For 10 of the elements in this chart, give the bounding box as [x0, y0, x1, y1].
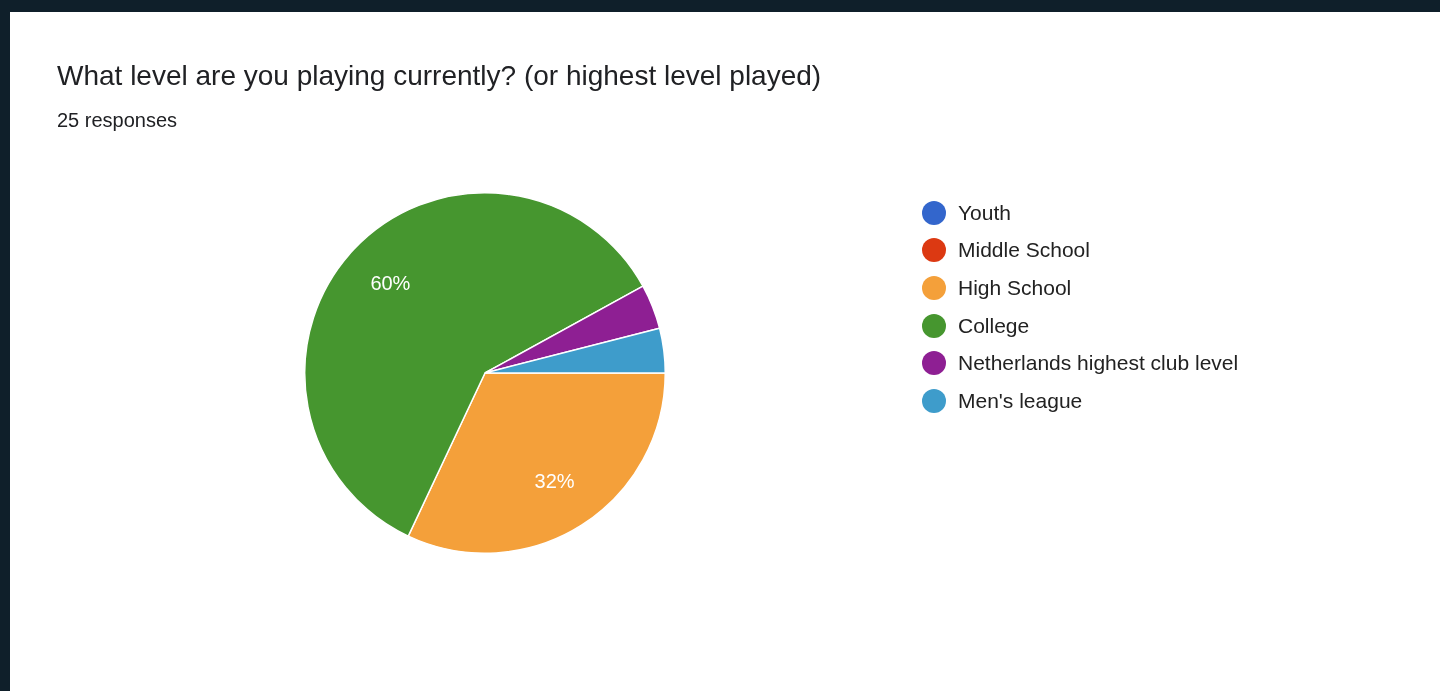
legend-label: Youth [958, 200, 1011, 225]
legend-label: Middle School [958, 238, 1090, 263]
chart-title: What level are you playing currently? (or highest level played) [57, 60, 822, 92]
legend-label: College [958, 313, 1030, 338]
legend-label: Netherlands highest club level [958, 351, 1239, 376]
legend-label: Men's league [958, 388, 1083, 413]
text: 25 responses [57, 109, 178, 132]
data-label: 32% [534, 470, 575, 493]
data-label: 60% [370, 271, 411, 294]
legend-label: High School [958, 275, 1072, 300]
